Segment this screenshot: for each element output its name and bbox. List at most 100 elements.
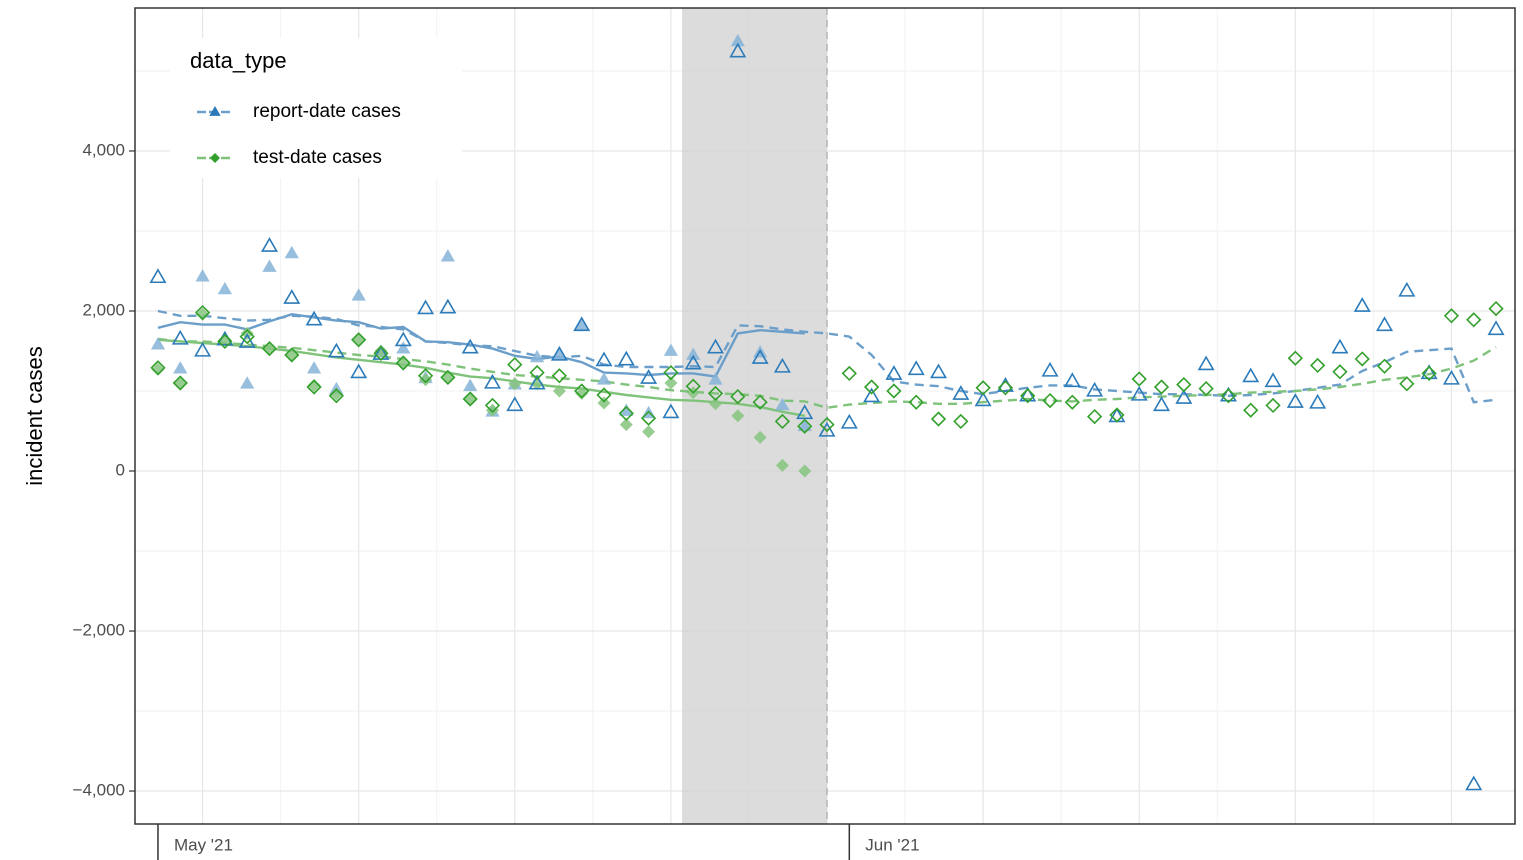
data-point — [194, 341, 212, 357]
data-point — [752, 394, 768, 410]
data-point — [462, 391, 478, 407]
data-point — [419, 373, 433, 387]
data-point — [552, 348, 567, 361]
data-point — [1019, 386, 1037, 402]
data-point — [328, 388, 345, 404]
data-point — [529, 349, 545, 363]
data-point — [775, 397, 790, 411]
data-point — [662, 403, 680, 419]
y-tick-label: 4,000 — [82, 140, 125, 159]
data-point — [775, 458, 789, 472]
data-point — [840, 413, 858, 429]
data-point — [596, 387, 612, 403]
data-point — [1399, 376, 1415, 392]
y-axis-label: incident cases — [22, 346, 47, 485]
data-point — [351, 288, 366, 301]
data-point — [908, 394, 924, 410]
data-point — [350, 363, 368, 379]
data-point — [751, 349, 769, 364]
data-point — [1309, 357, 1326, 374]
data-point — [417, 368, 434, 384]
y-tick-label: −4,000 — [73, 781, 125, 800]
data-point — [617, 350, 635, 366]
data-point — [618, 405, 634, 422]
data-point — [706, 338, 725, 354]
data-point — [664, 376, 678, 390]
panel-border — [134, 7, 1516, 825]
data-point — [1466, 312, 1482, 328]
data-point — [463, 378, 478, 392]
data-point — [574, 317, 589, 330]
data-point — [283, 289, 301, 304]
data-point — [284, 347, 300, 363]
data-point — [351, 332, 367, 348]
data-point — [196, 307, 210, 321]
data-point — [797, 418, 813, 434]
legend-label: report-date cases — [253, 101, 401, 122]
trend-line — [157, 309, 1497, 404]
data-point — [1220, 388, 1237, 404]
data-point — [773, 357, 791, 373]
data-point — [1042, 392, 1058, 409]
data-point — [461, 338, 479, 354]
data-point — [417, 299, 435, 315]
data-point — [483, 373, 501, 389]
data-point — [997, 380, 1014, 396]
data-point — [798, 464, 812, 478]
data-point — [373, 345, 389, 362]
data-point — [1398, 281, 1416, 297]
data-point — [1332, 364, 1348, 380]
data-point — [753, 430, 767, 444]
data-point — [1243, 402, 1259, 418]
data-point — [730, 33, 745, 47]
data-point — [440, 249, 456, 262]
legend-swatch-marker — [210, 153, 220, 163]
data-point — [731, 409, 745, 423]
data-point — [573, 316, 591, 332]
data-point — [642, 425, 656, 439]
data-point — [709, 397, 723, 411]
data-point — [550, 345, 568, 361]
data-point — [907, 360, 925, 376]
data-point — [707, 385, 724, 402]
data-point — [1109, 407, 1125, 423]
y-tick-label: 0 — [116, 460, 125, 479]
legend-swatch-marker — [209, 106, 221, 116]
data-point — [484, 397, 501, 414]
data-point — [151, 362, 165, 376]
data-point — [796, 404, 814, 420]
data-point — [952, 385, 970, 400]
data-point — [306, 379, 322, 395]
data-point — [1331, 338, 1349, 354]
data-point — [551, 368, 568, 384]
data-point — [575, 386, 589, 400]
data-point — [173, 361, 188, 374]
data-point — [1287, 350, 1303, 366]
data-point — [597, 396, 611, 410]
data-point — [797, 418, 812, 432]
data-point — [574, 383, 590, 399]
data-point — [171, 329, 189, 345]
data-point — [930, 411, 947, 427]
data-point — [1242, 367, 1260, 383]
data-point — [284, 245, 299, 259]
data-point — [1063, 372, 1081, 388]
data-point — [194, 304, 211, 321]
data-point — [1020, 388, 1036, 404]
data-point — [150, 360, 166, 376]
data-point — [1197, 355, 1215, 371]
data-point — [528, 374, 546, 390]
data-point — [596, 372, 612, 385]
data-point — [1354, 351, 1370, 367]
data-point — [506, 396, 524, 412]
data-point — [327, 342, 345, 358]
data-point — [595, 351, 613, 367]
data-point — [1353, 297, 1371, 312]
data-point — [195, 269, 210, 282]
legend-title: data_type — [190, 48, 287, 73]
data-point — [1286, 393, 1304, 408]
data-point — [306, 361, 322, 374]
data-point — [819, 416, 835, 433]
data-point — [149, 268, 167, 284]
data-point — [1376, 358, 1393, 374]
